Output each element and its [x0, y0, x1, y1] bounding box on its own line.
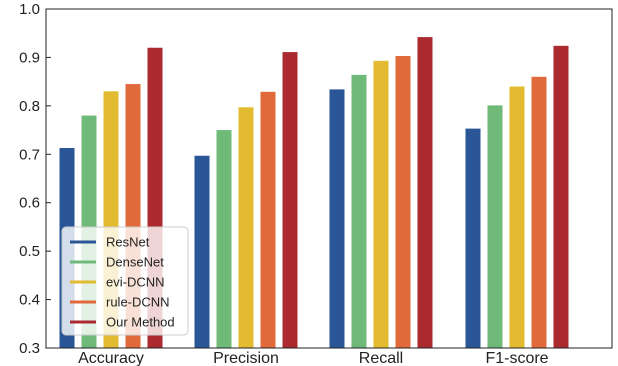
legend-label: rule-DCNN [106, 295, 170, 310]
bar-recall-our-method [417, 37, 433, 349]
legend-label: ResNet [106, 235, 150, 250]
bar-recall-resnet [329, 89, 345, 349]
y-tick-label: 0.6 [19, 195, 40, 212]
legend-label: evi-DCNN [106, 275, 165, 290]
legend-label: DenseNet [106, 255, 164, 270]
x-category-label: Recall [359, 350, 403, 366]
x-axis: Accuracy Precision Recall F1-score [78, 350, 549, 366]
legend: ResNet DenseNet evi-DCNN rule-DCNN Our Metho… [61, 226, 189, 336]
bar-f1-score-densenet [487, 105, 503, 348]
bars-group [59, 37, 569, 349]
y-tick-label: 0.9 [19, 49, 40, 66]
bar-recall-rule-dcnn [395, 55, 411, 349]
bar-recall-evi-dcnn [373, 60, 389, 348]
bar-recall-densenet [351, 74, 367, 348]
bar-f1-score-our-method [553, 45, 569, 348]
bar-precision-resnet [194, 155, 210, 348]
legend-box [61, 226, 189, 336]
y-tick-label: 0.5 [19, 243, 40, 260]
x-category-label: F1-score [485, 350, 548, 366]
plot-frame [45, 8, 613, 349]
legend-label: Our Method [106, 315, 175, 330]
y-tick-label: 0.3 [19, 340, 40, 357]
x-category-label: Accuracy [78, 350, 144, 366]
bar-precision-rule-dcnn [260, 91, 276, 348]
y-tick-label: 1.0 [19, 1, 40, 18]
y-axis: 0.3 0.4 0.5 0.6 0.7 0.8 0.9 1.0 [19, 1, 51, 357]
bar-precision-our-method [282, 52, 298, 348]
y-tick-label: 0.8 [19, 98, 40, 115]
bar-precision-evi-dcnn [238, 107, 254, 348]
bar-f1-score-evi-dcnn [509, 86, 525, 348]
bar-f1-score-resnet [465, 128, 481, 348]
x-category-label: Precision [213, 350, 279, 366]
y-tick-label: 0.4 [19, 292, 40, 309]
y-tick-label: 0.7 [19, 146, 40, 163]
bar-f1-score-rule-dcnn [531, 76, 547, 349]
bar-precision-densenet [216, 130, 232, 348]
